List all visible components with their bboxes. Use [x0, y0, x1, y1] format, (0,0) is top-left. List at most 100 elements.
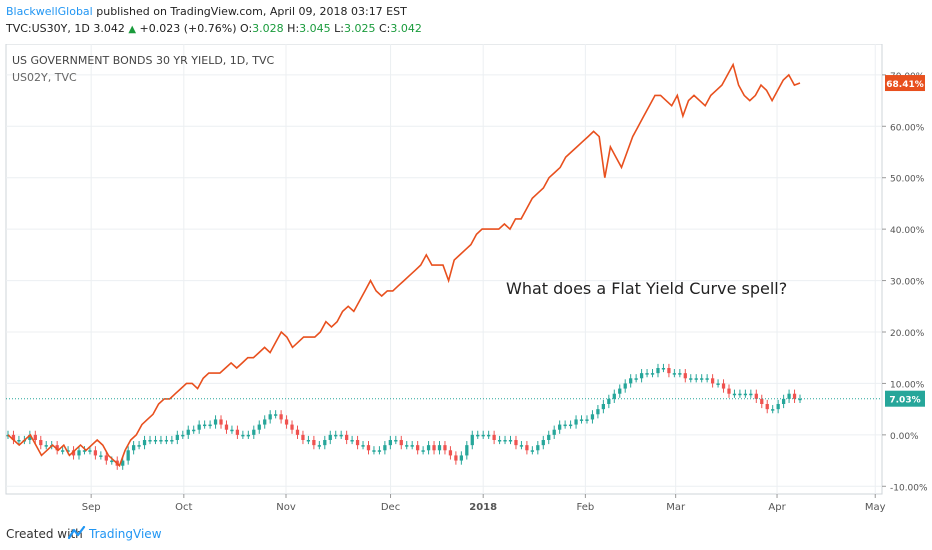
us30y-candle: [754, 389, 758, 403]
y-tick-label: 50.00%: [890, 175, 925, 185]
us30y-candle: [765, 399, 769, 414]
us30y-candle: [71, 446, 76, 460]
us30y-candle: [317, 441, 321, 450]
us30y-candle: [257, 420, 261, 434]
change-value: +0.023 (+0.76%): [139, 22, 237, 35]
author-link[interactable]: BlackwellGlobal: [6, 5, 93, 18]
us30y-candle: [476, 430, 480, 439]
quote-line: TVC:US30Y, 1D 3.042 ▲ +0.023 (+0.76%) O:…: [6, 22, 422, 35]
us30y-candle: [202, 420, 207, 429]
us30y-candle: [443, 441, 447, 455]
us30y-candle: [563, 420, 567, 429]
us30y-candle: [416, 441, 420, 455]
high-label: H:: [287, 22, 300, 35]
us30y-candle: [361, 441, 365, 450]
us30y-candle: [787, 389, 791, 403]
y-tick-label: 40.00%: [890, 226, 925, 236]
us30y-candle: [192, 425, 196, 434]
x-axis-ticks: Sep Oct Nov Dec 2018 Feb Mar Apr May: [82, 494, 886, 513]
x-tick-label: May: [865, 502, 886, 513]
us30y-candle: [312, 435, 316, 450]
us30y-candle: [710, 374, 715, 388]
tradingview-logo-icon: [68, 526, 86, 540]
us30y-price-tag-text: 7.03%: [889, 396, 920, 406]
us30y-candle: [612, 389, 616, 403]
us30y-candle: [618, 384, 622, 398]
us30y-candle: [634, 374, 638, 383]
us30y-candle: [607, 394, 611, 409]
us30y-candle: [274, 410, 278, 419]
us30y-candle: [153, 435, 158, 445]
footer: Created with TradingView: [0, 520, 932, 550]
publish-line: BlackwellGlobal published on TradingView…: [6, 5, 407, 18]
us30y-candle: [547, 430, 551, 445]
us30y-candle: [208, 420, 212, 429]
us30y-candle: [536, 441, 540, 455]
x-tick-label: Nov: [276, 502, 296, 513]
open-value: 3.028: [252, 22, 284, 35]
us30y-candle: [410, 441, 414, 450]
us30y-candle: [148, 435, 152, 445]
y-tick-label: 0.00%: [890, 432, 919, 442]
x-tick-label: Apr: [768, 502, 786, 513]
us30y-candle: [530, 446, 534, 455]
us30y-candle: [104, 451, 108, 465]
us30y-candle: [459, 451, 463, 465]
us30y-candle: [175, 430, 179, 445]
us30y-candle: [137, 441, 141, 450]
us30y-candle: [601, 399, 606, 414]
us30y-candle: [383, 441, 387, 455]
us30y-candle: [323, 435, 327, 450]
us30y-candle: [181, 430, 185, 439]
x-tick-label: Oct: [175, 502, 192, 513]
us30y-candle: [252, 425, 256, 439]
us02y-price-tag-text: 68.41%: [886, 80, 924, 90]
us30y-candle: [241, 430, 245, 439]
us30y-candle: [514, 435, 518, 450]
us30y-candle: [350, 435, 354, 445]
us30y-candle: [334, 430, 338, 439]
us30y-candle: [519, 441, 524, 450]
chart-title: US GOVERNMENT BONDS 30 YR YIELD, 1D, TVC: [12, 54, 275, 67]
us02y-line: [7, 62, 801, 468]
us30y-candle: [366, 441, 371, 455]
x-tick-label: Dec: [381, 502, 400, 513]
us30y-candle: [421, 446, 425, 455]
us30y-candle: [93, 446, 98, 460]
us30y-candle: [508, 435, 513, 445]
us30y-candle: [590, 410, 595, 424]
us30y-price-tag: 7.03%: [885, 390, 925, 407]
us30y-candle: [44, 441, 48, 450]
x-tick-label: Feb: [577, 502, 595, 513]
us30y-candle: [235, 425, 240, 439]
us30y-candle: [377, 446, 382, 455]
us30y-candle: [558, 420, 562, 434]
close-value: 3.042: [390, 22, 422, 35]
last-price: 3.042: [93, 22, 125, 35]
chart-subtitle: US02Y, TVC: [12, 71, 77, 84]
us30y-candle: [55, 441, 59, 455]
us30y-candle: [39, 435, 43, 450]
us30y-candle: [290, 420, 294, 434]
us30y-candle: [776, 399, 780, 414]
x-tick-label: Mar: [666, 502, 686, 513]
us30y-candle: [656, 363, 660, 378]
us02y-price-tag: 68.41%: [885, 75, 925, 92]
us30y-candle: [667, 363, 671, 378]
us30y-candle: [301, 430, 305, 445]
us30y-candle: [672, 369, 677, 378]
us30y-candle: [487, 430, 491, 439]
us30y-candle: [11, 430, 16, 445]
up-arrow-icon: ▲: [128, 24, 137, 35]
close-label: C:: [379, 22, 391, 35]
y-tick-label: 60.00%: [890, 123, 925, 133]
us30y-candle: [574, 415, 578, 429]
open-label: O:: [240, 22, 253, 35]
us30y-candle: [77, 446, 81, 460]
us30y-candle: [426, 441, 431, 455]
tradingview-brand-link[interactable]: TradingView: [89, 527, 162, 541]
us30y-candle: [732, 389, 737, 398]
us30y-candle: [186, 425, 190, 439]
us30y-candle: [661, 363, 666, 373]
